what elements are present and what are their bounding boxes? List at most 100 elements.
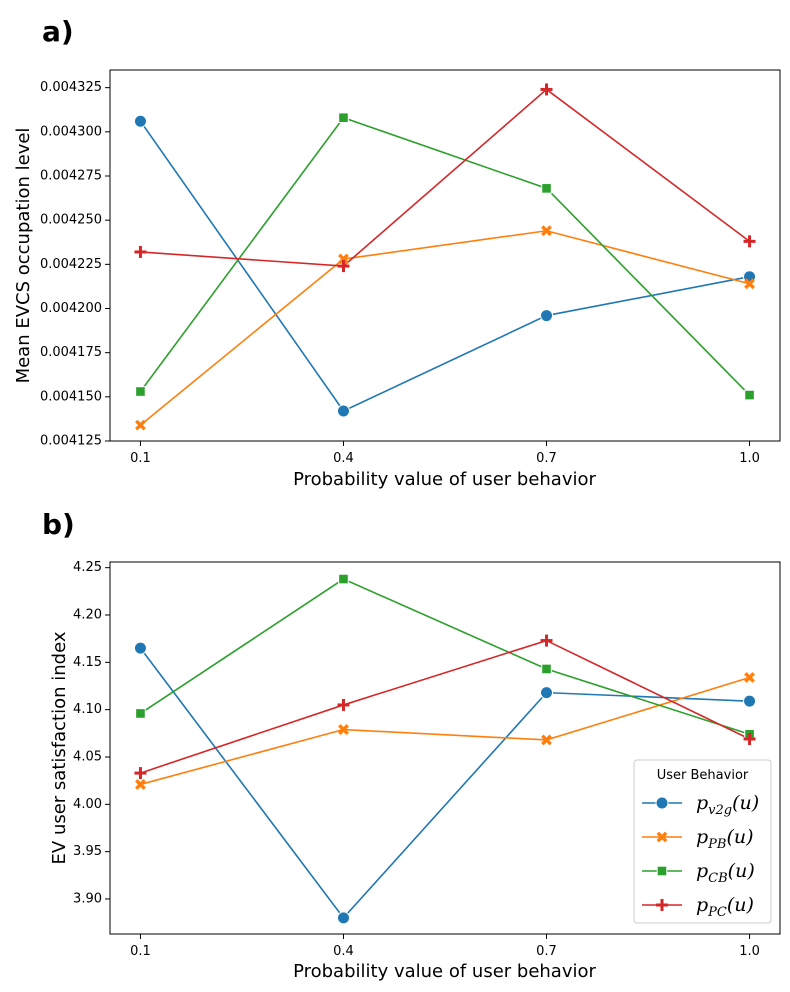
plot-frame	[109, 69, 781, 442]
data-point-pc-3	[743, 733, 756, 746]
panel-label: a)	[42, 15, 74, 48]
panel-label: b)	[42, 508, 75, 541]
legend-label-sub: PB	[707, 837, 726, 852]
legend-marker-pb	[656, 831, 668, 843]
data-point-pb-2	[541, 734, 552, 746]
legend-item-pb: pPB(u)	[642, 826, 754, 852]
series-line-cb	[140, 578, 750, 736]
y-tick-label: 0.004125	[40, 434, 102, 449]
data-point-pc-2	[540, 83, 553, 96]
data-point-cb-2	[541, 663, 552, 675]
legend-title: User Behavior	[657, 768, 749, 783]
y-tick-label: 4.00	[73, 797, 102, 812]
series-line-pc	[140, 88, 751, 267]
y-tick-label: 4.20	[73, 608, 102, 623]
legend-item-pc: pPC(u)	[642, 894, 754, 920]
data-point-cb-0	[135, 386, 146, 397]
legend-label-cb: pCB(u)	[696, 860, 755, 886]
y-tick-label: 4.25	[73, 560, 102, 575]
y-tick-label: 3.95	[73, 844, 102, 859]
data-point-pb-0	[135, 779, 146, 790]
y-tick-label: 0.004250	[40, 213, 102, 228]
data-point-pb-1	[338, 253, 349, 265]
legend-label-main: p	[696, 792, 708, 814]
legend-label-main: p	[696, 860, 708, 882]
series-line-v2g	[139, 647, 750, 920]
data-point-pb-1	[338, 724, 349, 735]
y-tick-label: 3.90	[73, 891, 102, 906]
series-line-v2g	[139, 120, 750, 412]
legend-label-arg: (u)	[727, 894, 754, 916]
y-tick-label: 0.004300	[40, 124, 102, 139]
data-point-cb-2	[541, 183, 552, 194]
x-axis-label: Probability value of user behavior	[293, 961, 596, 982]
y-tick-label: 0.004225	[40, 257, 102, 272]
chart-b: b) 0.1 0.4 0.7 1.0 3.90 3.95 4.00 4.05 4.10 4.15 4.…	[42, 508, 781, 982]
legend-label-main: p	[696, 894, 708, 916]
data-point-cb-0	[135, 708, 146, 719]
y-axis-label: Mean EVCS occupation level	[13, 128, 34, 384]
data-point-v2g-0	[133, 114, 147, 128]
data-point-pc-1	[337, 698, 350, 711]
legend-item-v2g: pv2g(u)	[642, 792, 759, 818]
plot-frame	[109, 561, 781, 935]
chart-a: a) 0.1 0.4 0.7 1.0 0.004125 0.004150 0.004175 0.…	[13, 15, 781, 490]
legend-item-cb: pCB(u)	[642, 860, 755, 886]
data-point-v2g-2	[540, 686, 554, 700]
data-point-pb-0	[135, 419, 146, 431]
data-point-cb-1	[338, 573, 349, 585]
legend-label-sub: v2g	[708, 803, 732, 818]
x-tick-label: 0.4	[333, 451, 354, 466]
legend-label-sub: CB	[708, 871, 728, 886]
legend-marker-cb	[656, 865, 668, 877]
x-tick-label: 1.0	[739, 451, 760, 466]
data-point-pb-2	[541, 225, 552, 237]
legend-label-pb: pPB(u)	[696, 826, 754, 852]
y-tick-label: 4.15	[73, 655, 102, 670]
legend-label-arg: (u)	[726, 826, 753, 848]
data-point-pc-2	[540, 634, 553, 647]
legend-label-pc: pPC(u)	[696, 894, 754, 920]
x-tick-label: 0.7	[536, 944, 557, 959]
y-tick-label: 0.004275	[40, 169, 102, 184]
data-point-v2g-1	[336, 404, 350, 418]
legend-label-main: p	[696, 826, 708, 848]
data-point-v2g-3	[743, 694, 757, 708]
y-tick-label: 0.004200	[40, 301, 102, 316]
x-tick-label: 0.4	[333, 944, 354, 959]
data-point-v2g-2	[540, 309, 554, 323]
series-line-pb	[140, 676, 750, 786]
y-tick-label: 4.10	[73, 702, 102, 717]
data-point-v2g-0	[133, 641, 147, 655]
x-tick-label: 1.0	[739, 944, 760, 959]
data-point-v2g-1	[336, 911, 350, 925]
y-tick-label: 0.004175	[40, 345, 102, 360]
y-tick-label: 0.004150	[40, 389, 102, 404]
series-line-pb	[139, 229, 750, 426]
x-tick-label: 0.7	[536, 451, 557, 466]
data-point-pb-3	[744, 278, 755, 290]
data-point-cb-3	[744, 389, 755, 401]
legend-label-v2g: pv2g(u)	[696, 792, 759, 818]
data-point-pc-3	[743, 235, 756, 248]
legend-box	[633, 759, 772, 924]
legend-label-sub: PC	[707, 905, 727, 920]
series-line-pc	[140, 639, 750, 774]
y-tick-label: 0.004325	[40, 80, 102, 95]
y-tick-label: 4.05	[73, 749, 102, 764]
legend-marker-v2g	[655, 796, 669, 810]
x-tick-label: 0.1	[130, 451, 151, 466]
data-point-pb-3	[744, 672, 755, 683]
x-axis-label: Probability value of user behavior	[293, 469, 596, 490]
y-axis-label: EV user satisfaction index	[49, 631, 70, 864]
x-tick-label: 0.1	[130, 944, 151, 959]
data-point-cb-1	[338, 112, 349, 124]
legend-marker-pc	[656, 899, 668, 911]
data-point-pc-0	[134, 767, 147, 780]
series-line-cb	[139, 116, 751, 396]
data-point-pc-1	[337, 260, 350, 273]
legend-label-arg: (u)	[732, 792, 759, 814]
data-point-pc-0	[134, 245, 147, 258]
